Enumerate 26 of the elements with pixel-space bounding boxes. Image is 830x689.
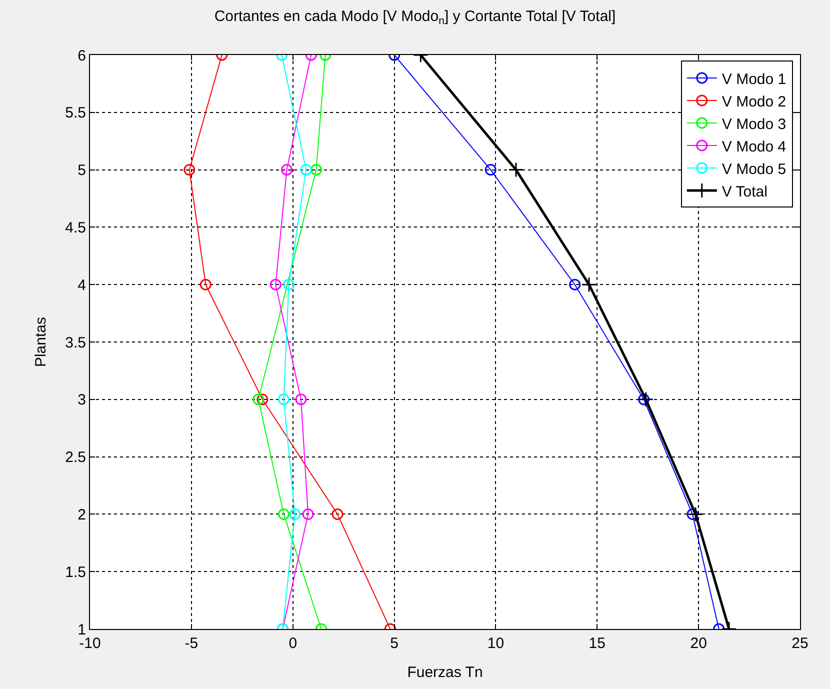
legend-label: V Modo 4 xyxy=(722,138,786,156)
chart-title: Cortantes en cada Modo [V Modo$_{n}$] y Cortante Total [V Total] xyxy=(214,8,616,27)
x-axis-title: Fuerzas Tn xyxy=(407,664,483,681)
x-tick-label: 25 xyxy=(792,635,808,652)
x-tick-label: 10 xyxy=(487,635,504,652)
y-tick-label: 3.5 xyxy=(65,334,86,352)
x-tick-label: 15 xyxy=(588,635,606,652)
y-tick-label: 2.5 xyxy=(65,449,86,466)
x-tick-label: 5 xyxy=(390,635,398,652)
y-tick-label: 5.5 xyxy=(65,104,86,122)
legend-label: V Modo 2 xyxy=(722,93,786,110)
legend-label: V Modo 5 xyxy=(722,160,786,178)
x-tick-label: 0 xyxy=(288,635,298,652)
x-tick-label: -5 xyxy=(184,635,198,652)
legend-label: V Modo 3 xyxy=(722,116,786,133)
y-tick-label: 4.5 xyxy=(65,219,86,236)
y-tick-label: 6 xyxy=(78,47,86,64)
y-axis-title: Plantas xyxy=(32,316,50,368)
y-tick-label: 1.5 xyxy=(65,564,86,581)
y-tick-label: 2 xyxy=(78,506,86,524)
y-tick-label: 3 xyxy=(78,392,86,409)
y-tick-label: 5 xyxy=(78,162,86,180)
y-tick-label: 4 xyxy=(78,276,86,294)
legend-label: V Total xyxy=(722,183,768,200)
x-tick-label: 20 xyxy=(690,635,707,652)
legend-label: V Modo 1 xyxy=(722,70,786,88)
